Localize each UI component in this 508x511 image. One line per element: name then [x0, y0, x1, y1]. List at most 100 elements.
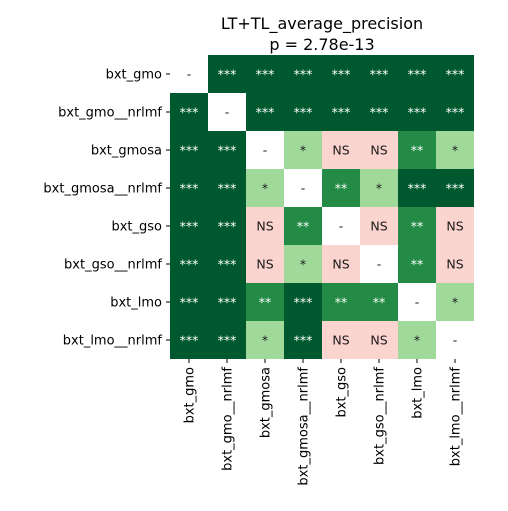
heatmap-cell [246, 93, 284, 131]
cell-label: * [262, 181, 268, 196]
heatmap-cell [284, 55, 322, 93]
heatmap-cell [436, 245, 474, 283]
heatmap-cell [360, 245, 398, 283]
cell-label: - [301, 181, 306, 196]
heatmap-cell [322, 245, 360, 283]
heatmap-cell [246, 169, 284, 207]
cell-label: *** [218, 67, 237, 82]
cell-label: *** [256, 105, 275, 120]
heatmap-cell [398, 283, 436, 321]
heatmap-cell [170, 207, 208, 245]
cell-label: - [225, 105, 230, 120]
heatmap-cell [322, 131, 360, 169]
row-labels: bxt_gmo bxt_gmo__nrlmf bxt_gmosa bxt_gmosa_… [43, 68, 170, 349]
row-label: bxt_gso [111, 220, 162, 235]
cell-label: *** [218, 257, 237, 272]
cell-label: *** [408, 67, 427, 82]
cell-label: - [187, 67, 192, 82]
cell-label: - [339, 219, 344, 234]
heatmap-cell [208, 169, 246, 207]
heatmap-cell [322, 169, 360, 207]
cell-label: *** [180, 105, 199, 120]
cell-label: - [377, 257, 382, 272]
heatmap-cell [398, 245, 436, 283]
cell-label: *** [180, 257, 199, 272]
cell-label: NS [256, 219, 273, 234]
cell-label: ** [335, 295, 348, 310]
column-label: bxt_lmo__nrlmf [449, 367, 464, 467]
row-label: bxt_lmo__nrlmf [63, 334, 163, 349]
cell-label: ** [373, 295, 386, 310]
heatmap-cell [246, 131, 284, 169]
heatmap-cell [398, 321, 436, 359]
heatmap-cell [170, 131, 208, 169]
cell-label: *** [294, 105, 313, 120]
heatmap-cell [360, 131, 398, 169]
cell-label: *** [180, 219, 199, 234]
heatmap-cell [398, 207, 436, 245]
heatmap-cell [170, 245, 208, 283]
heatmap-cell [284, 245, 322, 283]
column-labels: bxt_gmo bxt_gmo__nrlmf bxt_gmosa bxt_gmosa_… [183, 359, 464, 486]
heatmap-cell [398, 93, 436, 131]
heatmap-cell [436, 283, 474, 321]
heatmap-cell [284, 131, 322, 169]
heatmap-cell [360, 169, 398, 207]
heatmap-cell [436, 207, 474, 245]
cell-label: *** [446, 67, 465, 82]
row-label: bxt_gmo__nrlmf [58, 106, 162, 121]
column-label: bxt_gmo__nrlmf [221, 367, 236, 471]
heatmap-cell [246, 207, 284, 245]
heatmap-cell [208, 245, 246, 283]
row-label: bxt_gso__nrlmf [64, 258, 162, 273]
cell-label: *** [180, 181, 199, 196]
cell-label: ** [411, 219, 424, 234]
heatmap-cell [246, 321, 284, 359]
cell-label: * [300, 257, 306, 272]
cell-label: - [415, 295, 420, 310]
cell-label: *** [180, 295, 199, 310]
heatmap-cell [246, 55, 284, 93]
cell-label: *** [180, 333, 199, 348]
cell-label: ** [411, 257, 424, 272]
heatmap-cell [322, 207, 360, 245]
heatmap-cell [436, 93, 474, 131]
cell-label: *** [446, 105, 465, 120]
column-label: bxt_gmosa [259, 367, 274, 438]
heatmap-cell [398, 131, 436, 169]
column-label: bxt_gmosa__nrlmf [297, 367, 312, 486]
cell-label: ** [259, 295, 272, 310]
cell-label: NS [256, 257, 273, 272]
cell-label: *** [218, 181, 237, 196]
chart-title: LT+TL_average_precision [221, 14, 423, 34]
heatmap-cell [398, 55, 436, 93]
cell-label: *** [256, 67, 275, 82]
heatmap-cell [436, 131, 474, 169]
heatmap-cell [398, 169, 436, 207]
cell-label: * [452, 143, 458, 158]
cell-label: ** [411, 143, 424, 158]
row-label: bxt_gmo [106, 68, 162, 83]
cell-label: *** [218, 295, 237, 310]
heatmap-cell [208, 283, 246, 321]
row-label: bxt_gmosa [91, 144, 162, 159]
heatmap-cell [322, 283, 360, 321]
heatmap-cell [322, 55, 360, 93]
heatmap-cell [246, 283, 284, 321]
cell-label: *** [370, 67, 389, 82]
heatmap-cells: - *** *** *** *** *** *** ****** - *** *** *** *** **… [170, 55, 474, 359]
heatmap-cell [360, 93, 398, 131]
heatmap-cell [360, 55, 398, 93]
cell-label: *** [294, 67, 313, 82]
heatmap-cell [208, 321, 246, 359]
heatmap-cell [322, 93, 360, 131]
cell-label: *** [218, 143, 237, 158]
cell-label: *** [294, 295, 313, 310]
cell-label: *** [446, 181, 465, 196]
heatmap-cell [436, 321, 474, 359]
column-label: bxt_gso [335, 367, 350, 418]
heatmap-cell [170, 169, 208, 207]
cell-label: NS [370, 333, 387, 348]
heatmap-cell [284, 321, 322, 359]
